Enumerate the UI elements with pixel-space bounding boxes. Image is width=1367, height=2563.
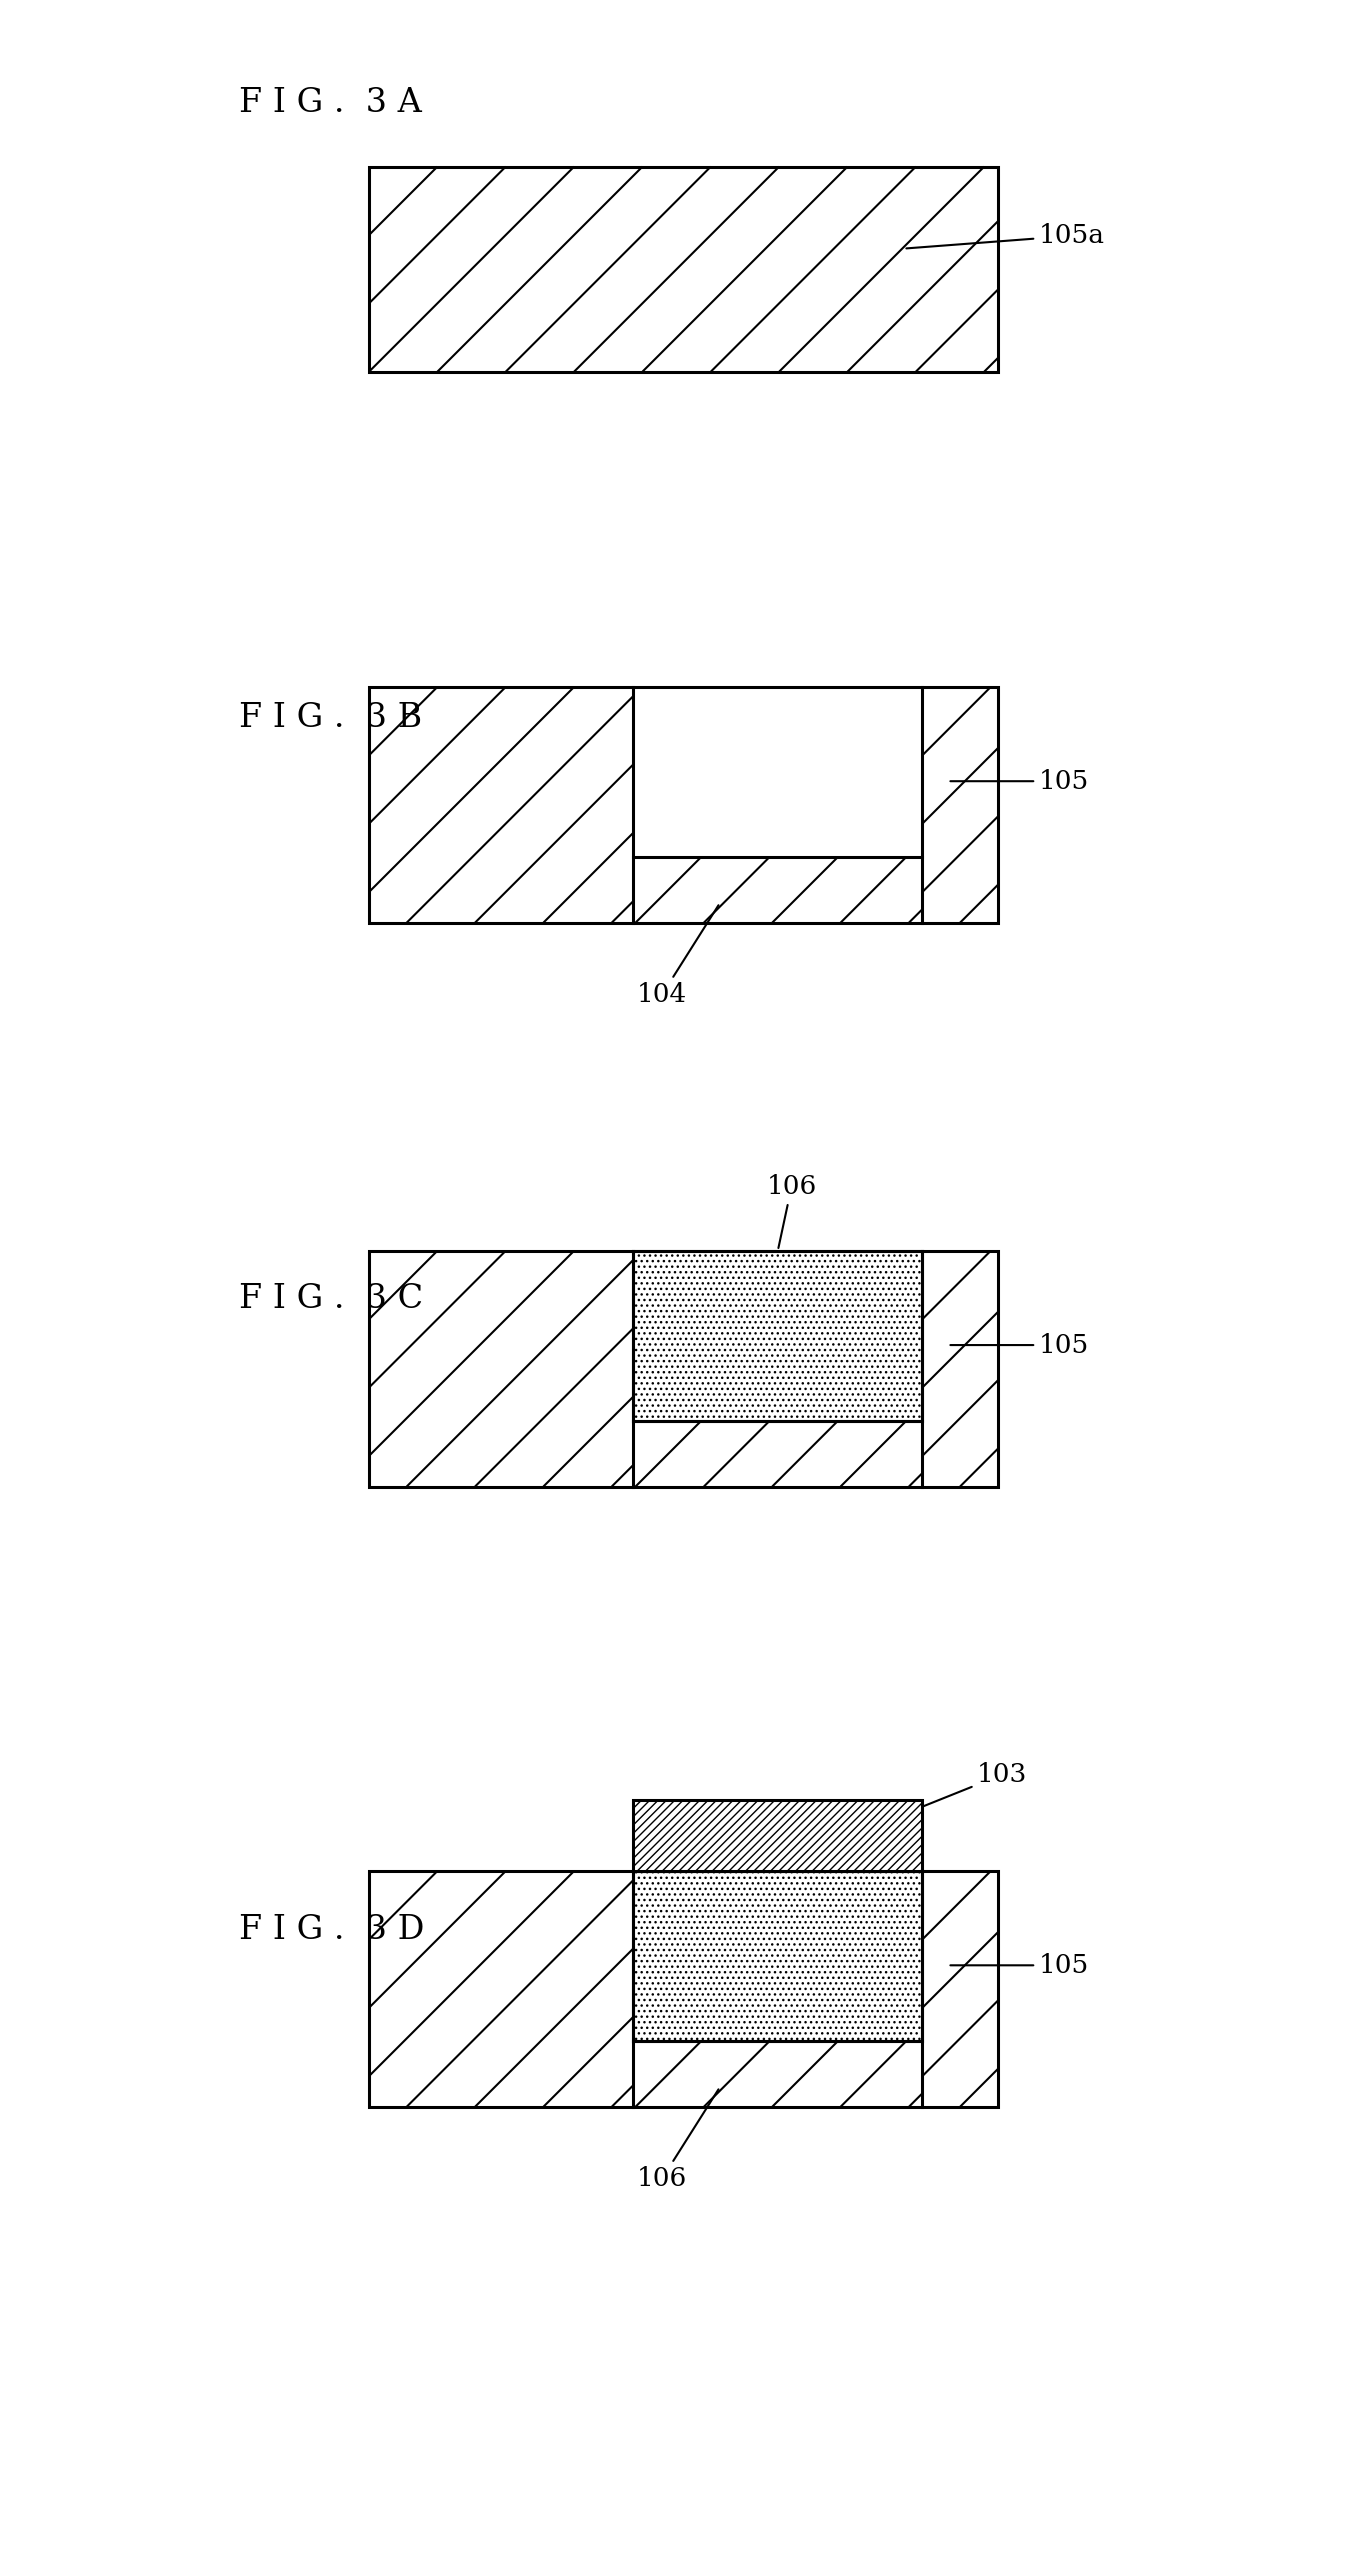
- Text: 104: 104: [637, 905, 719, 1007]
- Bar: [633, 687, 923, 856]
- Text: 103: 103: [853, 1763, 1028, 1835]
- Bar: [633, 1871, 923, 2040]
- Bar: [369, 687, 998, 923]
- Bar: [369, 687, 998, 923]
- Text: 105a: 105a: [906, 223, 1105, 249]
- Text: 105: 105: [950, 769, 1089, 795]
- Text: 105: 105: [950, 1953, 1089, 1979]
- Text: F I G .  3 D: F I G . 3 D: [239, 1915, 425, 1945]
- Bar: [633, 1251, 923, 1420]
- Bar: [369, 167, 998, 372]
- Text: F I G .  3 B: F I G . 3 B: [239, 702, 422, 733]
- Bar: [633, 1799, 923, 1871]
- Text: F I G .  3 A: F I G . 3 A: [239, 87, 422, 118]
- Text: F I G .  3 C: F I G . 3 C: [239, 1284, 424, 1315]
- Bar: [369, 1251, 998, 1487]
- Bar: [369, 1251, 998, 1487]
- Bar: [369, 167, 998, 372]
- Text: 105: 105: [950, 1333, 1089, 1358]
- Bar: [369, 1871, 998, 2107]
- Text: 106: 106: [637, 2089, 719, 2191]
- Text: 106: 106: [767, 1174, 816, 1248]
- Bar: [369, 1871, 998, 2107]
